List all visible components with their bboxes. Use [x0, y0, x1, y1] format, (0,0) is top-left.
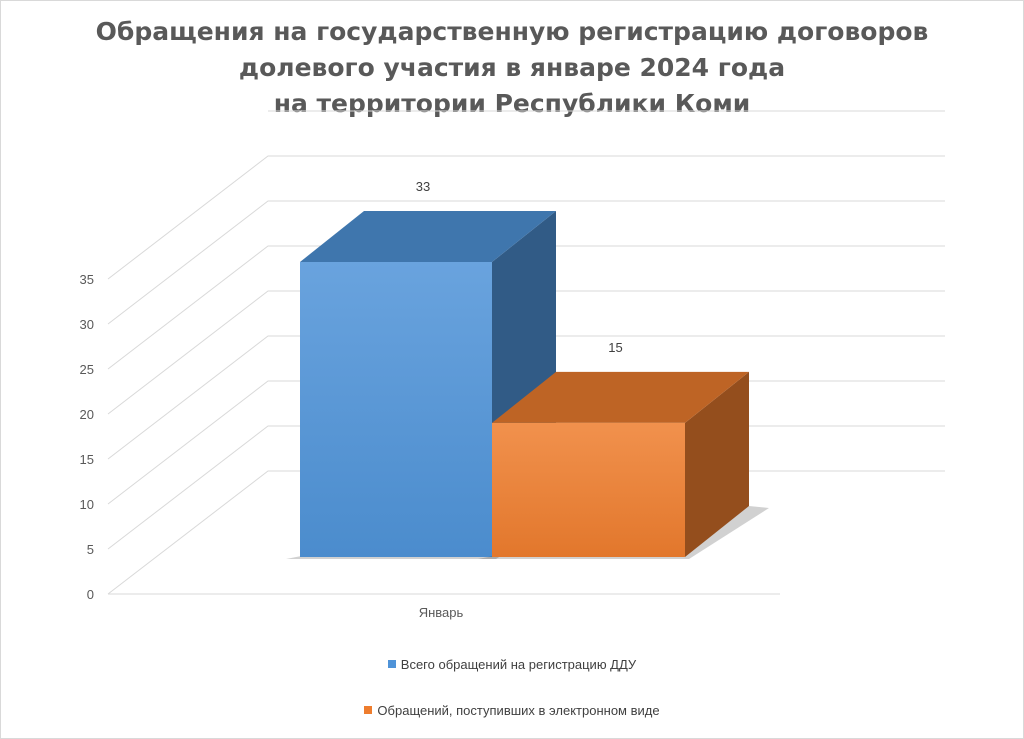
grid-line [107, 335, 945, 460]
bar-top-face [300, 211, 556, 262]
legend-label-total: Всего обращений на регистрацию ДДУ [400, 656, 637, 672]
bar-1 [478, 371, 769, 559]
grid-lines [107, 110, 945, 595]
data-label: 15 [608, 340, 622, 355]
grid-line [107, 245, 945, 370]
data-labels: 33 15 [416, 179, 623, 355]
chart-title-line-2: долевого участия в январе 2024 года [238, 53, 786, 82]
bar-front-face [300, 262, 492, 557]
bar-top-face [492, 371, 749, 423]
chart-title-line-3: на территории Республики Коми [273, 89, 751, 118]
chart-title-line-1: Обращения на государственную регистрацию… [95, 17, 929, 46]
data-label: 33 [416, 179, 430, 194]
y-tick-label: 35 [80, 272, 94, 287]
legend-item-total: Всего обращений на регистрацию ДДУ [0, 656, 1024, 672]
grid-line [107, 290, 945, 415]
y-axis-ticks: 0 5 10 15 20 25 30 35 [80, 272, 94, 602]
y-tick-label: 20 [80, 407, 94, 422]
bars [286, 211, 769, 559]
legend-item-electronic: Обращений, поступивших в электронном вид… [0, 702, 1024, 718]
legend-swatch-total [387, 660, 396, 668]
y-tick-label: 5 [87, 542, 94, 557]
bar-side-face [685, 371, 749, 557]
bar-front-face [492, 422, 685, 557]
y-tick-label: 15 [80, 452, 94, 467]
legend-swatch-electronic [364, 706, 373, 714]
x-tick-label: Январь [419, 605, 464, 620]
y-tick-label: 0 [87, 587, 94, 602]
chart-title: Обращения на государственную регистрацию… [0, 14, 1024, 122]
y-tick-label: 10 [80, 497, 94, 512]
y-tick-label: 25 [80, 362, 94, 377]
y-tick-label: 30 [80, 317, 94, 332]
grid-line [107, 200, 945, 325]
x-axis-ticks: Январь [419, 605, 464, 620]
legend-label-electronic: Обращений, поступивших в электронном вид… [377, 702, 660, 718]
grid-line [107, 155, 945, 280]
